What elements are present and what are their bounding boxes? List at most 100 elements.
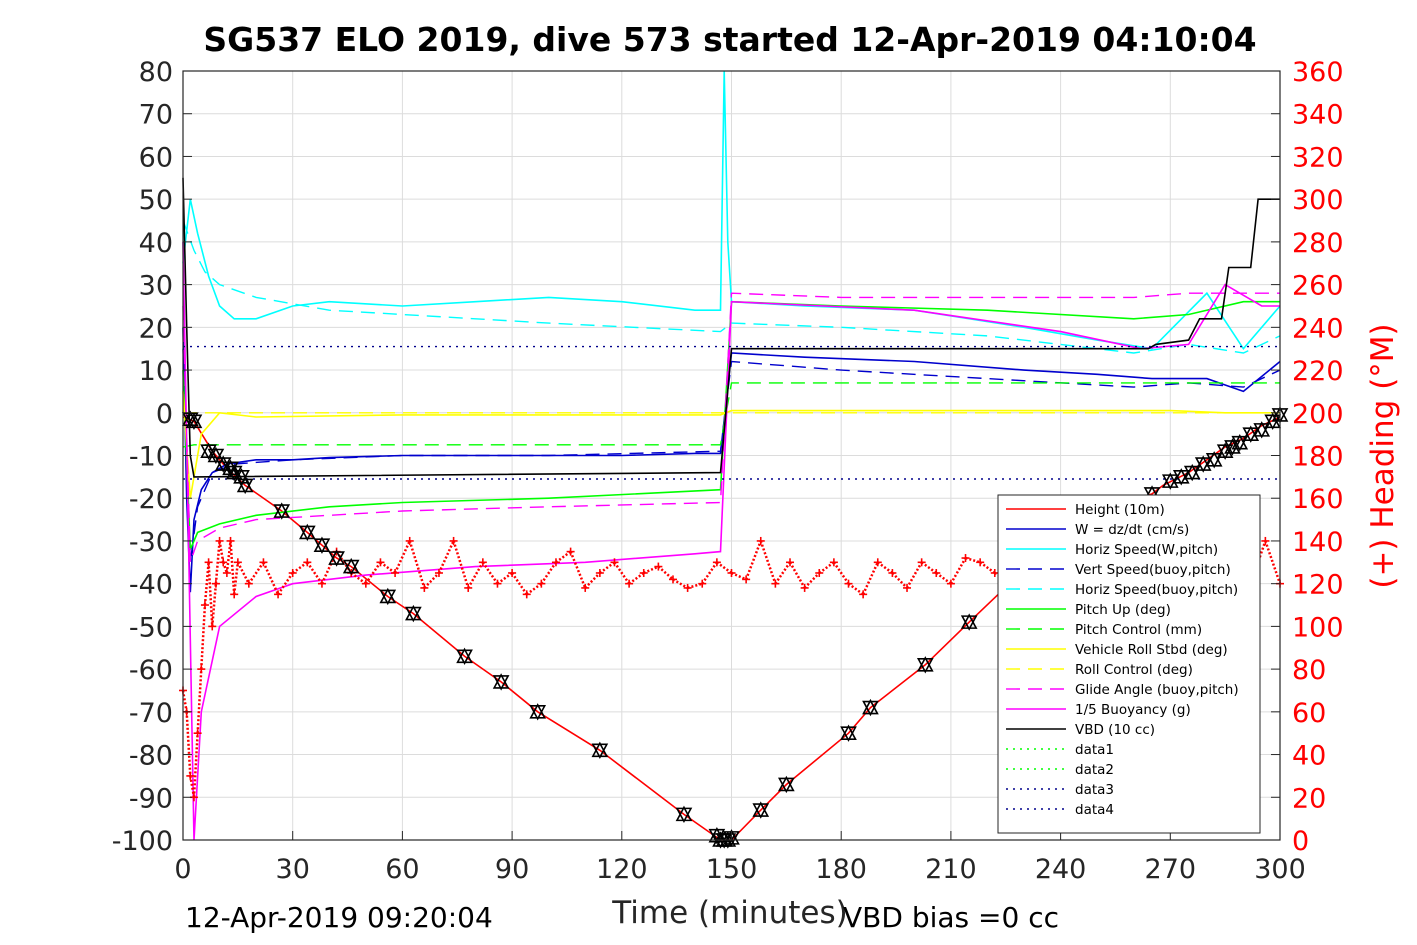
depth-marker (591, 741, 609, 759)
depth-marker (1172, 468, 1190, 486)
right-tick-label: 240 (1292, 313, 1344, 344)
left-tick-label: -80 (129, 741, 173, 772)
series-line (182, 241, 1280, 841)
x-tick-label: 90 (495, 854, 529, 885)
x-tick-label: 210 (925, 854, 977, 885)
right-tick-label: 140 (1292, 527, 1344, 558)
heading-trace (920, 561, 938, 574)
depth-marker (379, 587, 397, 606)
legend-label: Pitch Control (mm) (1075, 622, 1202, 638)
left-tick-label: 60 (139, 142, 173, 173)
chart-title: SG537 ELO 2019, dive 573 started 12-Apr-… (203, 20, 1256, 59)
legend-label: Roll Control (deg) (1075, 662, 1193, 678)
right-tick-label: 0 (1292, 826, 1309, 857)
series-line (182, 391, 1280, 499)
depth-marker (207, 446, 225, 465)
series-line (182, 177, 1280, 478)
legend: Height (10m) W = dz/dt (cm/s) Horiz Speed(… (997, 494, 1261, 834)
heading-trace (803, 572, 821, 589)
x-tick-label: 300 (1254, 854, 1306, 885)
left-tick-label: -90 (129, 783, 173, 814)
legend-label: data4 (1075, 802, 1114, 818)
heading-trace (511, 572, 528, 596)
heading-trace (935, 571, 952, 585)
depth-marker (456, 647, 473, 665)
right-tick-label: 320 (1292, 142, 1344, 173)
left-tick-label: 40 (139, 228, 173, 259)
depth-marker (960, 613, 978, 631)
legend-label: data2 (1075, 762, 1114, 778)
depth-marker (1205, 451, 1223, 469)
legend-label: Horiz Speed(W,pitch) (1075, 542, 1218, 558)
heading-trace (379, 561, 396, 574)
legend-label: Glide Angle (buoy,pitch) (1075, 682, 1239, 698)
heading-trace (788, 561, 806, 589)
depth-marker (862, 698, 879, 717)
left-tick-label: -30 (129, 527, 173, 558)
heading-trace (350, 571, 367, 585)
depth-marker (405, 604, 422, 623)
depth-marker (752, 801, 770, 819)
heading-trace (905, 561, 923, 589)
x-tick-label: 240 (1035, 854, 1087, 885)
heading-trace (774, 561, 792, 585)
left-tick-label: 50 (139, 185, 173, 216)
heading-trace (232, 562, 240, 595)
heading-trace (949, 557, 967, 585)
heading-trace (262, 561, 280, 595)
right-tick-label: 360 (1292, 57, 1344, 88)
heading-trace (437, 540, 455, 574)
heading-trace (613, 561, 631, 585)
x-tick-label: 180 (815, 854, 867, 885)
depth-marker (1216, 442, 1234, 460)
heading-trace (569, 551, 587, 589)
series-line (182, 348, 1281, 563)
right-tick-label: 280 (1292, 228, 1344, 259)
left-axis-ticks: 80 70 60 50 40 30 20 10 0 -10 -20 -30 -40 -50 -60 -70 -8… (112, 57, 192, 857)
legend-label: Height (10m) (1075, 502, 1165, 518)
left-tick-label: -60 (129, 655, 173, 686)
heading-trace (200, 604, 207, 670)
depth-marker (214, 455, 232, 473)
left-tick-label: -100 (112, 826, 173, 857)
legend-label: data1 (1075, 742, 1114, 758)
depth-marker (675, 805, 693, 824)
depth-marker (225, 463, 243, 482)
depth-marker (1161, 472, 1179, 490)
heading-trace (701, 561, 718, 585)
depth-marker (342, 557, 360, 576)
depth-marker (328, 549, 345, 567)
depth-marker (313, 536, 331, 554)
heading-trace (1264, 540, 1282, 585)
series-line (182, 292, 1280, 563)
depth-marker (185, 412, 203, 431)
right-tick-label: 220 (1292, 356, 1344, 387)
right-tick-label: 20 (1292, 783, 1326, 814)
x-tick-label: 0 (174, 854, 191, 885)
heading-trace (599, 561, 616, 574)
left-tick-label: -40 (129, 570, 173, 601)
heading-trace (584, 572, 601, 589)
depth-marker (1183, 463, 1201, 482)
right-tick-label: 340 (1292, 100, 1344, 131)
depth-marker (492, 673, 510, 691)
right-tick-label: 120 (1292, 570, 1344, 601)
x-tick-label: 30 (276, 854, 310, 885)
right-tick-label: 260 (1292, 271, 1344, 302)
heading-trace (229, 540, 236, 595)
heading-trace (759, 540, 777, 585)
heading-trace (525, 582, 543, 596)
footer-vbd-bias: VBD bias =0 cc (843, 901, 1059, 934)
heading-trace (832, 561, 850, 585)
depth-marker (916, 656, 934, 674)
right-tick-label: 300 (1292, 185, 1344, 216)
left-tick-label: 70 (139, 100, 173, 131)
heading-trace (847, 582, 864, 596)
heading-trace (877, 561, 894, 574)
heading-trace (979, 561, 996, 574)
legend-box (997, 494, 1261, 834)
depth-marker (1242, 425, 1260, 443)
right-tick-label: 40 (1292, 741, 1326, 772)
heading-trace (467, 561, 484, 589)
left-tick-label: -70 (129, 698, 173, 729)
